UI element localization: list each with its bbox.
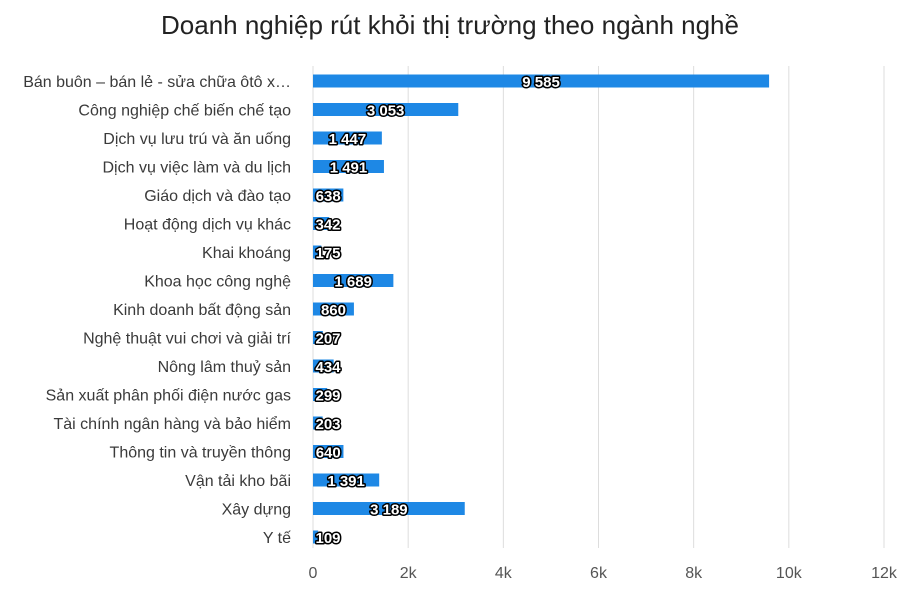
data-label: 109 [315,530,340,547]
chart-title: Doanh nghiệp rút khỏi thị trường theo ng… [161,10,739,40]
grid-lines [312,66,885,548]
bar[interactable] [313,445,344,458]
category-label: Tài chính ngân hàng và bảo hiểm [54,415,292,433]
bar[interactable] [313,473,380,487]
bar[interactable] [313,188,344,202]
category-label: Dịch vụ việc làm và du lịch [102,160,291,177]
category-label: Xây dựng [222,502,291,519]
x-tick-label: 8k [685,565,703,582]
data-label: 1 447 [329,131,367,148]
category-label: Khai khoáng [202,245,291,262]
bar[interactable] [313,217,330,230]
bar[interactable] [313,74,770,88]
data-label: 175 [315,245,340,262]
data-label: 860 [321,302,346,319]
bar[interactable] [313,302,354,316]
category-label: Y tế [263,530,291,547]
category-label: Kinh doanh bất động sản [113,302,291,319]
category-label: Bán buôn – bán lẻ - sửa chữa ôtô x… [23,74,291,91]
bar[interactable] [313,359,334,373]
data-label: 3 189 [370,502,408,519]
category-label: Giáo dịch và đào tạo [144,188,291,205]
bar[interactable] [313,103,459,116]
data-label: 1 689 [334,274,372,291]
category-label: Khoa học công nghệ [144,274,291,291]
x-tick-label: 2k [400,565,418,582]
category-label: Nông lâm thuỷ sản [158,359,291,376]
category-label: Hoạt động dịch vụ khác [124,217,291,234]
x-tick-label: 4k [495,565,513,582]
data-label: 640 [316,445,341,462]
bar[interactable] [313,416,323,430]
x-axis-ticks: 0 2k 4k 6k 8k 10k 12k [309,565,898,582]
category-label: Sản xuất phân phối điện nước gas [46,388,291,405]
data-label: 207 [315,331,340,348]
bar[interactable] [313,502,465,515]
category-label: Thông tin và truyền thông [110,445,291,462]
data-label: 203 [315,416,340,433]
bar[interactable] [313,388,328,401]
bar[interactable] [313,245,322,259]
x-tick-label: 10k [776,565,803,582]
data-label: 638 [316,188,341,205]
category-label: Nghệ thuật vui chơi và giải trí [83,331,291,348]
data-label: 9 585 [522,74,560,91]
data-label: 434 [315,359,341,376]
data-label: 299 [315,388,340,405]
category-label: Dịch vụ lưu trú và ăn uống [103,131,291,148]
data-label: 1 491 [330,160,368,177]
x-tick-label: 6k [590,565,608,582]
data-label: 3 053 [367,103,405,120]
bar[interactable] [313,160,384,173]
bar[interactable] [313,530,319,544]
data-label: 1 391 [327,473,365,490]
bars [313,74,770,544]
bar[interactable] [313,131,382,145]
category-labels: Bán buôn – bán lẻ - sửa chữa ôtô x… Công … [23,74,291,547]
x-tick-label: 0 [309,565,318,582]
x-tick-label: 12k [871,565,898,582]
category-label: Vận tải kho bãi [185,473,291,490]
data-label: 342 [315,217,340,234]
bar[interactable] [313,274,394,287]
bar[interactable] [313,331,323,344]
category-label: Công nghiệp chế biến chế tạo [78,103,291,120]
